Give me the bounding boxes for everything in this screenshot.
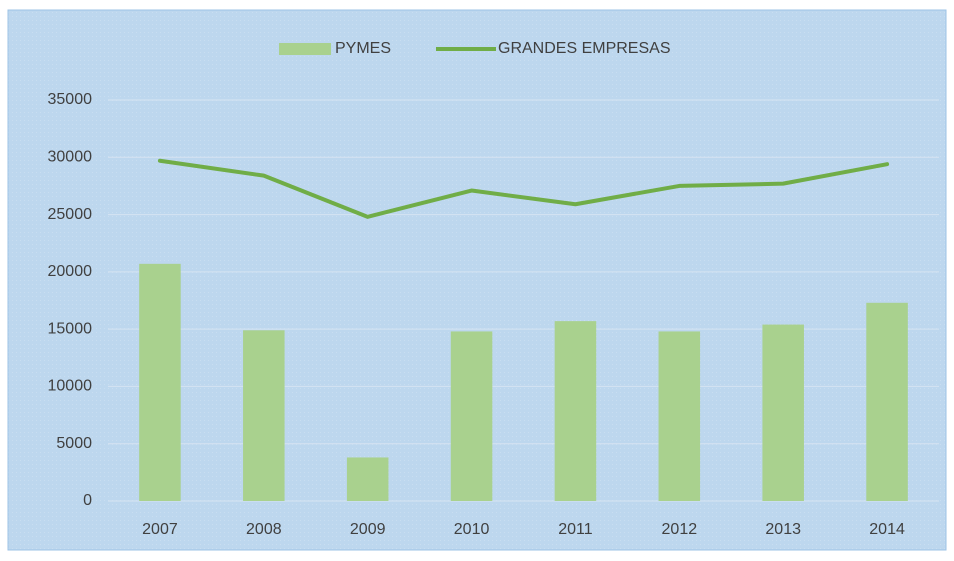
- bar: [762, 324, 804, 501]
- y-tick-label: 30000: [48, 149, 93, 166]
- x-tick-label: 2007: [142, 521, 178, 538]
- y-tick-label: 5000: [56, 435, 92, 452]
- y-tick-label: 20000: [48, 263, 93, 280]
- x-tick-label: 2013: [765, 521, 801, 538]
- x-tick-label: 2011: [558, 521, 593, 538]
- y-tick-label: 10000: [48, 378, 93, 395]
- bar: [139, 263, 181, 501]
- bar: [658, 331, 701, 501]
- bar: [866, 302, 908, 501]
- bar: [554, 321, 597, 501]
- y-tick-label: 25000: [48, 206, 93, 223]
- y-tick-label: 15000: [48, 320, 93, 337]
- legend-swatch: [279, 43, 331, 55]
- legend-label: PYMES: [335, 40, 391, 57]
- x-tick-label: 2008: [246, 521, 282, 538]
- y-tick-label: 35000: [48, 91, 93, 108]
- x-tick-label: 2014: [869, 521, 905, 538]
- y-tick-label: 0: [83, 492, 92, 509]
- bar: [346, 457, 389, 501]
- x-tick-label: 2010: [454, 521, 490, 538]
- x-tick-label: 2009: [350, 521, 386, 538]
- line: [157, 158, 890, 219]
- x-tick-label: 2012: [662, 521, 698, 538]
- legend-label: GRANDES EMPRESAS: [498, 40, 670, 57]
- bar: [243, 330, 285, 501]
- bar: [450, 331, 493, 501]
